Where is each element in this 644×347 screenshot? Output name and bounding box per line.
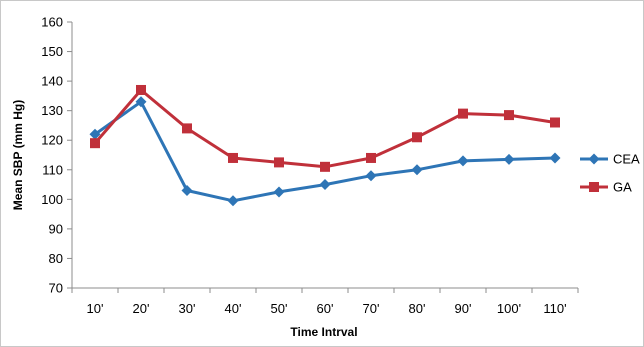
data-point	[504, 110, 514, 121]
data-point	[274, 157, 284, 168]
data-point	[366, 152, 376, 163]
y-tick-label: 80	[49, 251, 63, 266]
y-tick-label: 90	[49, 221, 63, 236]
data-point	[457, 155, 469, 167]
data-point	[227, 195, 239, 207]
legend-marker	[588, 153, 600, 165]
y-tick-label: 140	[41, 74, 63, 89]
data-point	[228, 152, 238, 163]
data-point	[181, 184, 193, 196]
data-point	[458, 108, 468, 119]
y-tick-label: 110	[42, 162, 63, 177]
data-point	[411, 164, 423, 176]
legend-item-cea: CEA	[580, 152, 640, 167]
data-point	[90, 138, 100, 149]
x-tick-label: 110'	[543, 301, 566, 316]
x-tick-label: 70'	[363, 301, 380, 316]
legend-label: CEA	[613, 152, 640, 167]
series-line-ga	[93, 88, 556, 169]
legend-label: GA	[613, 180, 632, 195]
x-tick-label: 100'	[497, 301, 521, 316]
y-tick-label: 120	[41, 133, 63, 148]
data-point	[365, 170, 377, 182]
y-tick-label: 160	[41, 15, 63, 30]
x-tick-label: 30'	[179, 301, 196, 316]
series-layer	[89, 84, 561, 207]
data-point	[273, 186, 285, 198]
x-tick-label: 40'	[225, 301, 242, 316]
data-point	[135, 96, 147, 108]
series-cea	[89, 96, 561, 207]
x-tick-label: 60'	[317, 301, 334, 316]
x-tick-label: 50'	[271, 301, 288, 316]
legend-marker	[589, 182, 599, 192]
data-point	[182, 123, 192, 134]
x-tick-label: 20'	[133, 301, 150, 316]
data-point	[503, 153, 515, 165]
data-point	[412, 132, 422, 143]
axes	[71, 22, 578, 289]
y-ticks: 70 80 90 100 110 120 130 140 150 160	[41, 15, 72, 296]
data-point	[89, 128, 101, 140]
data-point	[320, 161, 330, 172]
x-tick-label: 90'	[455, 301, 472, 316]
y-tick-label: 100	[41, 192, 63, 207]
legend-item-ga: GA	[580, 180, 632, 195]
data-point	[549, 152, 561, 164]
legend: CEA GA	[580, 152, 640, 195]
x-tick-label: 10'	[87, 301, 104, 316]
data-point	[136, 84, 146, 95]
y-axis-title: Mean SBP (mm Hg)	[11, 100, 25, 210]
x-tick-label: 80'	[409, 301, 426, 316]
data-point	[319, 179, 331, 191]
y-tick-label: 70	[49, 281, 63, 296]
x-ticks: 10' 20' 30' 40' 50' 60' 70' 80' 90' 100' 110'	[71, 288, 579, 316]
data-point	[550, 117, 560, 128]
y-tick-label: 150	[41, 44, 63, 59]
series-ga	[90, 84, 560, 172]
x-axis-title: Time Intrval	[290, 325, 357, 339]
y-tick-label: 130	[41, 103, 63, 118]
